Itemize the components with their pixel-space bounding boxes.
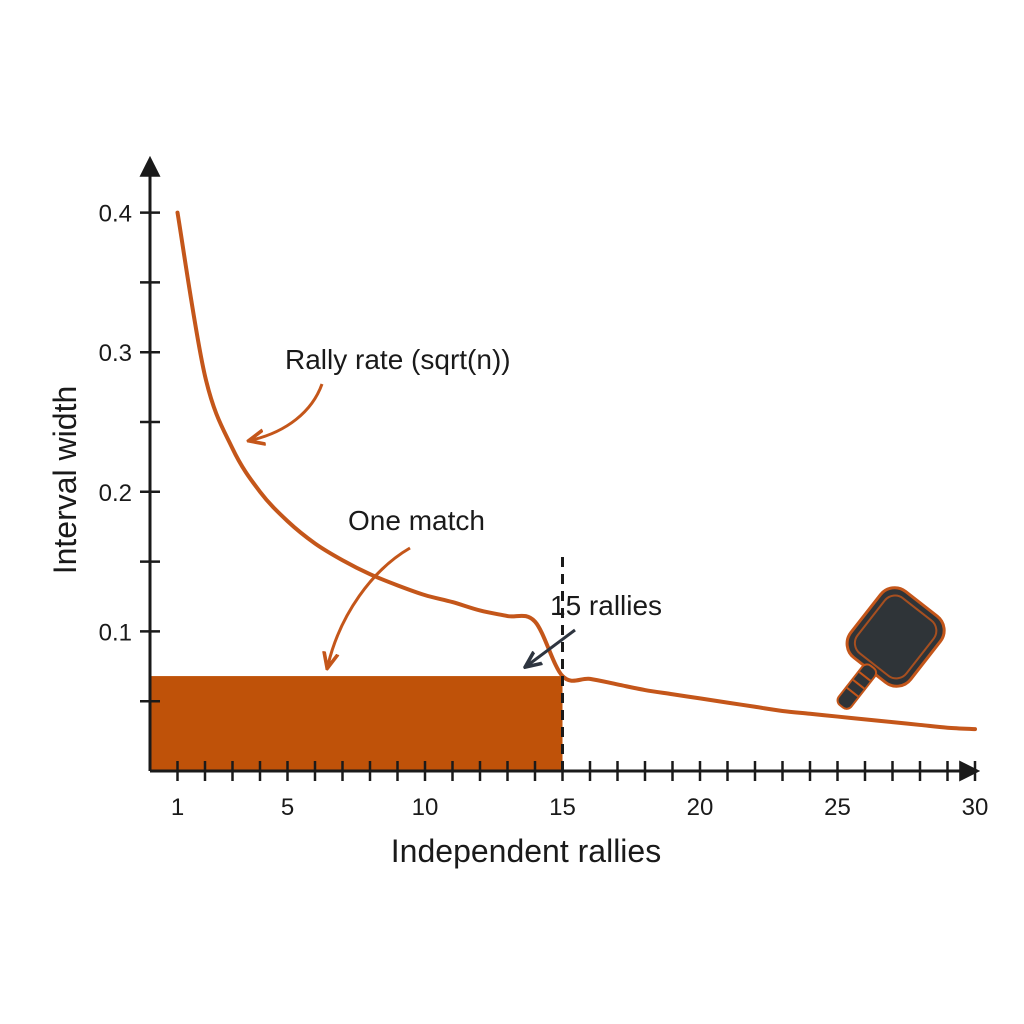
y-tick-label: 0.2 [99,480,132,507]
series-line-rally-rate [175,210,977,732]
x-tick-label: 30 [962,794,989,821]
x-axis-label: Independent rallies [391,833,661,869]
y-tick-label: 0.4 [99,201,132,228]
x-ticks: 1 5 10 15 20 25 30 [171,761,989,821]
x-tick-label: 5 [281,794,294,821]
shaded-region-one-match [150,676,563,771]
annotation-rally-rate: Rally rate (sqrt(n)) [285,344,511,375]
y-tick-label: 0.1 [99,619,132,646]
annotation-arrow-rally-rate [252,383,324,440]
x-tick-label: 15 [549,794,576,821]
x-tick-label: 25 [824,794,851,821]
y-tick-label: 0.3 [99,340,132,367]
x-tick-label: 20 [687,794,714,821]
annotation-arrow-15-rallies [528,628,576,665]
y-ticks: 0.1 0.2 0.3 0.4 [99,201,160,703]
x-tick-label: 10 [412,794,439,821]
annotation-one-match: One match [348,505,485,536]
y-axis-label: Interval width [47,386,83,575]
x-tick-label: 1 [171,794,184,821]
pickleball-paddle-icon [836,586,946,710]
annotation-arrow-one-match [328,546,411,665]
annotation-15-rallies: 15 rallies [550,590,662,621]
